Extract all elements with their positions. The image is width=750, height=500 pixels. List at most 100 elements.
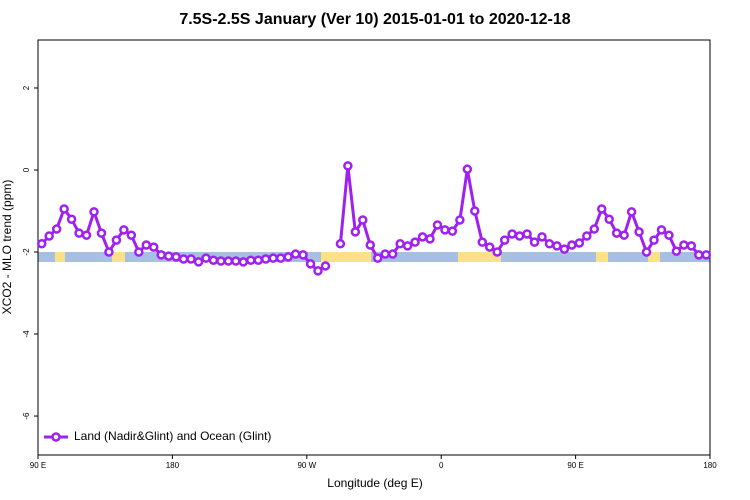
data-point: [59, 204, 69, 214]
data-point: [410, 237, 420, 247]
data-point: [626, 207, 637, 217]
data-point: [246, 255, 256, 265]
data-point: [365, 240, 376, 250]
data-point: [611, 228, 622, 238]
y-tick-label: -2: [22, 248, 31, 256]
data-point: [567, 240, 577, 250]
data-point: [641, 247, 652, 257]
data-point: [596, 204, 607, 214]
data-point: [514, 231, 525, 241]
data-point: [268, 253, 278, 263]
data-point: [395, 239, 405, 249]
data-point: [201, 253, 211, 263]
data-point: [350, 227, 361, 237]
data-point: [694, 250, 704, 260]
x-tick-label: 180: [703, 461, 717, 470]
data-point: [679, 240, 689, 250]
data-point: [51, 224, 62, 234]
data-point: [335, 239, 346, 249]
data-point: [320, 261, 331, 271]
data-point: [178, 254, 189, 264]
plot-frame: [37, 39, 711, 456]
land-strip: [596, 252, 608, 262]
data-point: [171, 252, 181, 262]
x-tick-label: 180: [166, 461, 180, 470]
data-point: [552, 241, 562, 251]
data-point: [66, 214, 77, 224]
legend-label: Land (Nadir&Glint) and Ocean (Glint): [74, 429, 271, 443]
data-point: [313, 266, 323, 276]
land-strip: [321, 252, 371, 262]
data-point: [447, 226, 458, 236]
data-point: [529, 237, 540, 247]
x-axis-label: Longitude (deg E): [327, 476, 422, 490]
data-point: [186, 254, 196, 264]
data-point: [402, 241, 413, 251]
x-tick-label: 0: [439, 461, 444, 470]
data-point: [432, 220, 443, 230]
data-point: [559, 244, 570, 254]
data-point: [634, 227, 644, 237]
data-point: [104, 247, 114, 257]
data-point: [358, 215, 368, 225]
data-point: [111, 235, 122, 245]
y-tick-label: -4: [22, 330, 31, 338]
data-point: [372, 253, 383, 263]
y-tick-label: 2: [22, 85, 31, 90]
x-tick-label: 90 W: [297, 461, 316, 470]
data-point: [537, 232, 547, 242]
data-point: [574, 238, 585, 248]
data-point: [275, 253, 286, 263]
legend-marker: [51, 432, 61, 442]
data-point: [604, 214, 614, 224]
data-point: [649, 235, 659, 245]
data-point: [44, 231, 54, 241]
data-point: [298, 250, 308, 260]
data-point: [216, 256, 226, 266]
x-tick-label: 90 E: [30, 461, 46, 470]
data-point: [96, 228, 107, 238]
data-point: [141, 240, 152, 250]
data-point: [260, 254, 271, 264]
data-point: [89, 207, 99, 217]
data-point: [134, 247, 144, 257]
land-strip: [112, 252, 125, 262]
data-point: [686, 241, 697, 251]
data-point: [238, 257, 249, 267]
y-axis-label: XCO2 - MLO trend (ppm): [0, 180, 14, 315]
data-point: [589, 224, 600, 234]
data-point: [156, 250, 166, 260]
land-strip: [648, 252, 660, 262]
data-point: [417, 232, 428, 242]
data-point: [470, 206, 480, 216]
y-tick-label: -6: [22, 412, 31, 420]
chart-title: 7.5S-2.5S January (Ver 10) 2015-01-01 to…: [179, 11, 570, 28]
data-point: [74, 228, 84, 238]
data-point: [499, 235, 510, 245]
data-point: [544, 239, 555, 249]
land-strip: [55, 252, 65, 262]
data-point: [701, 250, 712, 260]
data-point: [193, 257, 204, 267]
data-point: [231, 256, 241, 266]
x-tick-label: 90 E: [567, 461, 583, 470]
data-point: [664, 230, 674, 240]
data-point: [208, 255, 219, 265]
data-point: [477, 237, 488, 247]
data-point: [656, 225, 667, 235]
data-point: [223, 256, 234, 266]
data-point: [253, 255, 264, 265]
data-point: [148, 242, 159, 252]
data-point: [163, 251, 174, 261]
data-point: [484, 242, 495, 252]
land-strip: [458, 252, 501, 262]
data-point: [36, 239, 47, 249]
data-point: [619, 230, 629, 240]
data-point: [380, 249, 390, 259]
data-point: [425, 234, 435, 244]
data-point: [305, 259, 316, 269]
data-point: [290, 249, 301, 259]
data-point: [492, 247, 502, 257]
data-point: [387, 249, 398, 259]
